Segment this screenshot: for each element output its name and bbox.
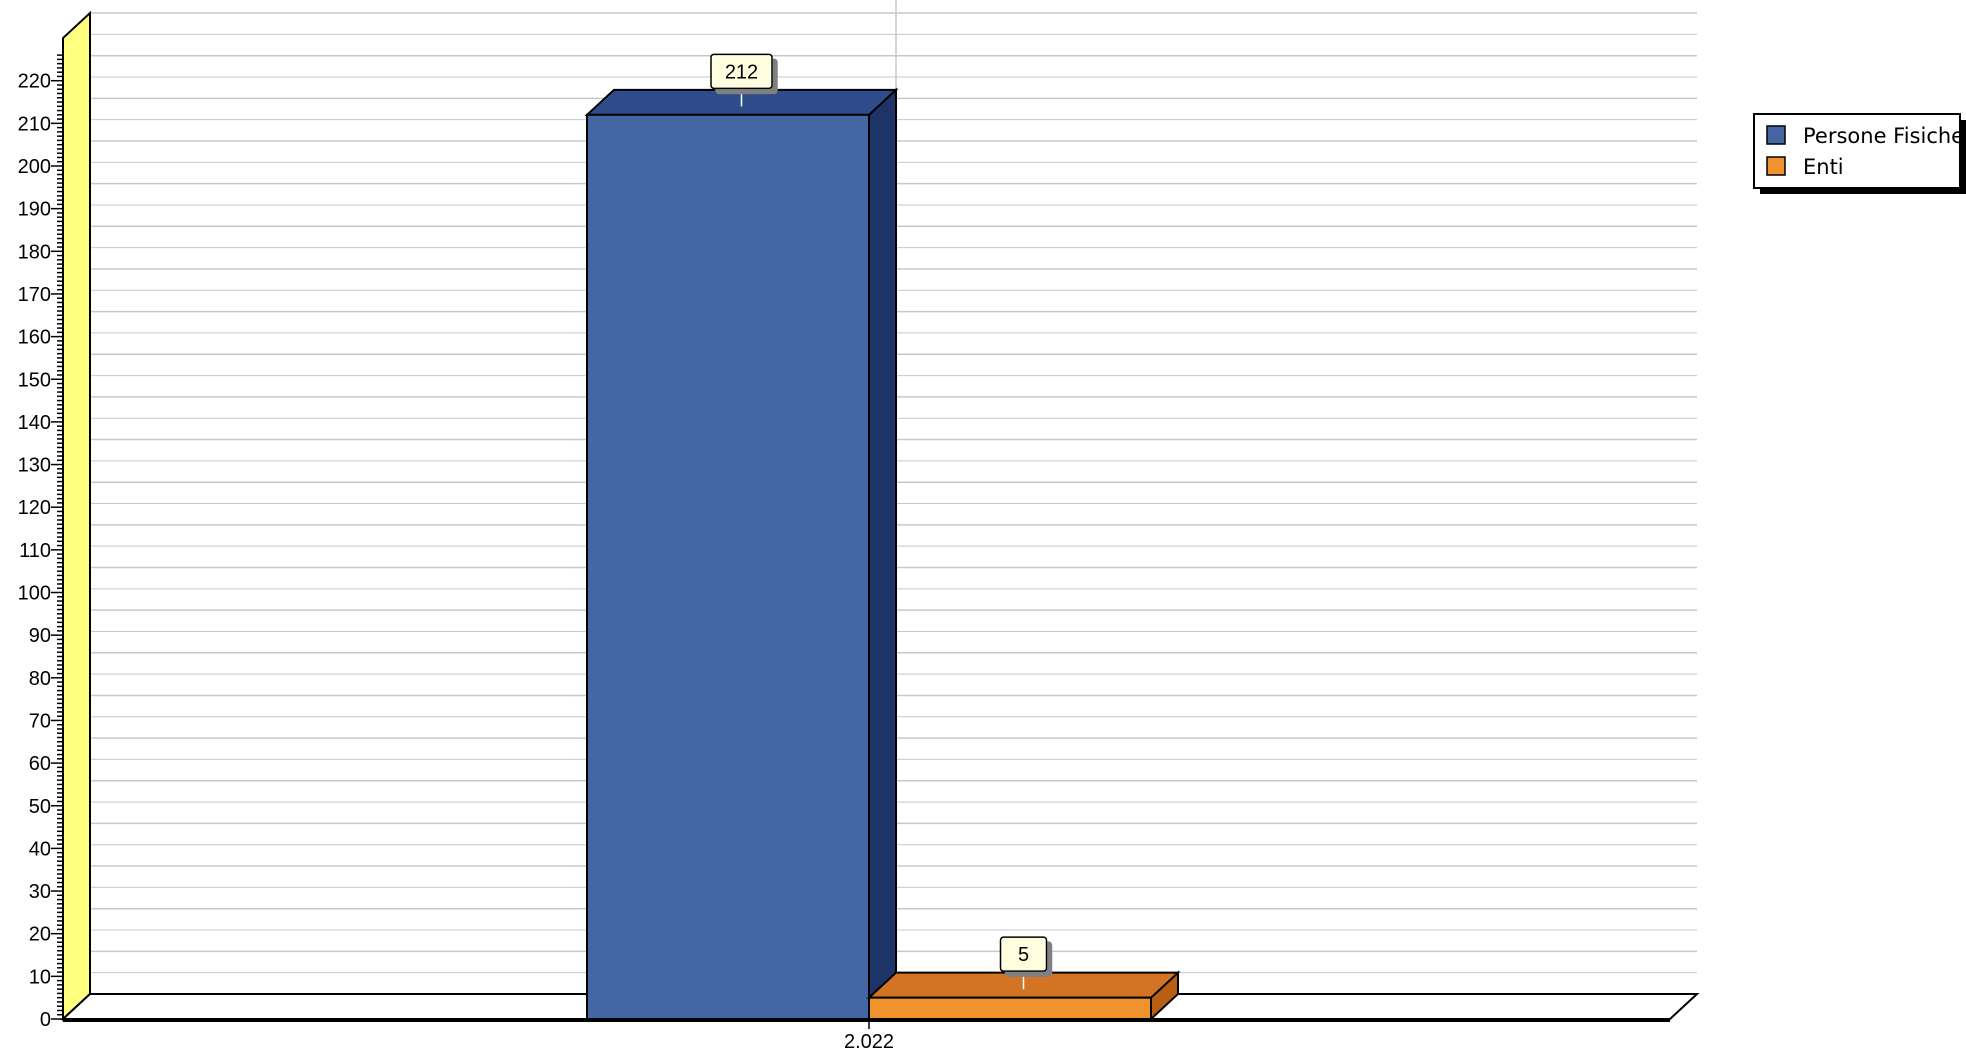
legend-swatch-persone-fisiche [1766, 125, 1786, 145]
y-tick-label: 30 [29, 881, 51, 903]
y-tick-label: 50 [29, 796, 51, 818]
legend-box-shadow-right [1960, 120, 1966, 194]
data-label: 212 [725, 61, 758, 83]
y-axis-wall [62, 10, 91, 1022]
y-tick-label: 20 [29, 924, 51, 946]
data-labels: 212 5 [710, 53, 1048, 990]
data-label-box [710, 53, 773, 90]
x-tick-label: 2.022 [844, 1031, 894, 1053]
data-label: 5 [1018, 944, 1029, 966]
y-tick-label: 220 [18, 71, 51, 93]
bar-persone-fisiche [586, 113, 870, 1020]
y-tick-label: 190 [18, 199, 51, 221]
y-tick-label: 10 [29, 966, 51, 988]
y-tick-label: 140 [18, 412, 51, 434]
legend-label-enti: Enti [1803, 155, 1844, 179]
y-tick-label: 0 [40, 1009, 51, 1031]
y-tick-label: 90 [29, 625, 51, 647]
y-tick-label: 120 [18, 497, 51, 519]
y-tick-label: 60 [29, 753, 51, 775]
legend: Persone Fisiche Enti [1753, 113, 1966, 194]
x-axis: 2.022 [844, 1019, 894, 1053]
y-axis: 0 10 20 30 40 50 60 70 80 90 100 110 120 130 140 150 160… [18, 10, 91, 1031]
y-tick-label: 210 [18, 113, 51, 135]
data-label-box [999, 936, 1048, 972]
y-tick-label: 40 [29, 838, 51, 860]
y-tick-label: 180 [18, 241, 51, 263]
y-tick-label: 200 [18, 156, 51, 178]
bars [584, 87, 1181, 1022]
y-tick-label: 150 [18, 369, 51, 391]
y-tick-label: 100 [18, 583, 51, 605]
y-tick-label: 170 [18, 284, 51, 306]
legend-label-persone-fisiche: Persone Fisiche [1803, 124, 1964, 148]
legend-box [1753, 113, 1961, 189]
legend-swatch-enti [1766, 156, 1786, 176]
y-tick-label: 80 [29, 668, 51, 690]
y-tick-label: 110 [19, 540, 51, 562]
bar-enti [868, 996, 1152, 1020]
y-tick-label: 130 [18, 455, 51, 477]
y-tick-label: 160 [18, 327, 51, 349]
y-tick-label: 70 [29, 710, 51, 732]
bar-side-persone-fisiche [868, 87, 897, 1022]
legend-box-shadow-bottom [1760, 188, 1966, 194]
